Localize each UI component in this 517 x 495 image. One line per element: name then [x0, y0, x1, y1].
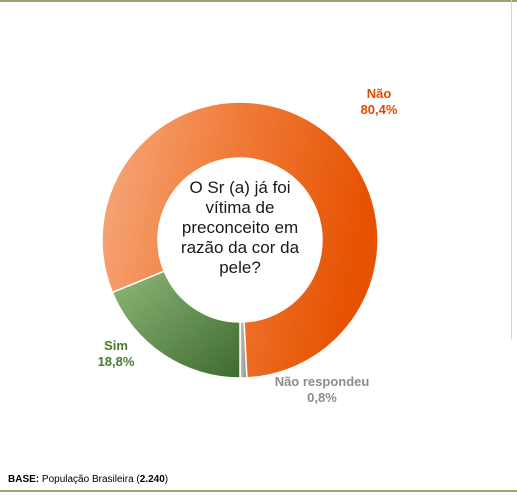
center-question: O Sr (a) já foi vítima de preconceito em…	[180, 178, 300, 277]
slice-value-nao: 80,4%	[360, 102, 398, 117]
slice-value-nao-respondeu: 0,8%	[307, 390, 337, 405]
donut-chart	[101, 101, 379, 379]
slice-name-nao: Não	[366, 86, 392, 101]
base-text: População Brasileira (	[41, 474, 140, 485]
base-note: BASE: População Brasileira (2.240)	[8, 474, 168, 485]
slice-value-sim: 18,8%	[97, 354, 135, 369]
top-border	[0, 0, 517, 2]
slice-name-nao-respondeu: Não respondeu	[274, 374, 370, 389]
donut-slices	[101, 101, 379, 379]
slice-name-sim: Sim	[104, 338, 128, 353]
base-count: 2.240	[139, 474, 165, 485]
base-close: )	[164, 474, 169, 485]
slice-label-nao: Não 80,4%	[347, 86, 411, 118]
base-label: BASE:	[8, 474, 40, 485]
slice-label-sim: Sim 18,8%	[88, 338, 144, 370]
bottom-border	[0, 490, 517, 492]
right-border	[511, 0, 512, 340]
slice-label-nao-respondeu: Não respondeu 0,8%	[256, 374, 388, 406]
slice-nao	[101, 101, 379, 379]
